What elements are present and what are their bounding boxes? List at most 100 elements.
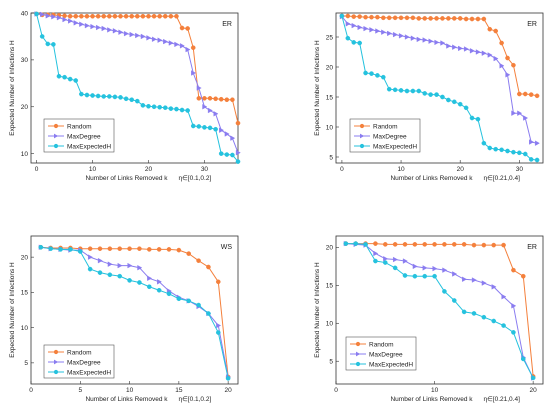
data-point [118,13,123,19]
data-point [475,16,481,22]
data-point [117,262,123,269]
data-point [442,267,448,273]
data-point [469,16,475,22]
data-point [134,13,140,19]
chart-panel-bottom-right: 0 10 20 5 10 15 20 Number of Links Removed k η∈[… [314,235,544,403]
data-point [481,242,487,248]
data-point [90,13,95,19]
data-point [213,96,218,102]
data-point [491,318,497,324]
x-axis-title: Number of Links Removed k [390,175,473,182]
data-point [118,95,123,100]
data-point [517,91,522,97]
data-point [48,246,54,251]
data-point [469,48,475,54]
data-point [97,257,103,264]
data-point [97,270,103,275]
data-point [179,107,185,113]
parameter-note: η∈[0.1,0.2] [179,396,212,403]
y-tick-label: 20 [326,64,334,71]
data-point [410,15,416,21]
data-point [117,246,123,251]
data-point [146,103,151,109]
data-point [185,46,191,53]
data-point [185,26,190,31]
data-point [493,28,498,34]
data-point [410,35,416,41]
data-point [505,72,511,78]
data-point [135,32,141,39]
y-tick-label: 20 [21,104,29,111]
data-point [225,376,231,381]
data-point [79,91,84,97]
data-point [157,13,162,19]
data-point [446,43,452,49]
data-point [196,85,202,91]
x-axis-title: Number of Links Removed k [85,175,168,182]
data-point [215,279,221,285]
data-point [186,298,192,304]
data-point [58,247,63,252]
data-point [422,16,428,21]
data-point [218,151,224,156]
data-point [410,88,416,94]
series-maxexpectedh [339,13,540,163]
data-point [517,110,523,116]
data-point [134,98,140,104]
data-point [176,296,182,302]
data-point [68,247,73,252]
y-axis-title: Expected Number of Infections H [9,262,16,358]
data-point [107,272,113,278]
data-point [112,94,118,100]
data-point [463,105,469,111]
data-point [147,275,153,282]
data-point [393,256,398,263]
data-point [434,16,439,21]
data-point [345,13,351,19]
data-point [127,246,132,251]
legend-swatch-marker [53,369,59,375]
data-point [442,289,447,294]
x-tick-label: 0 [35,166,39,173]
data-point [174,41,180,48]
data-point [73,20,79,26]
data-point [373,258,378,264]
data-point [381,74,386,80]
data-point [196,258,201,263]
data-point [422,265,428,271]
data-point [62,16,68,23]
data-point [452,271,458,277]
data-point [343,241,349,246]
data-point [218,96,224,102]
data-point [530,375,536,381]
data-point [428,38,434,44]
data-point [101,25,107,32]
data-point [505,55,510,61]
legend-swatch-marker [54,359,59,365]
data-point [386,86,392,92]
x-tick-label: 0 [340,166,344,173]
data-point [235,120,241,126]
data-point [62,74,67,80]
data-point [207,96,213,101]
legend-swatch-marker [53,349,59,355]
data-point [117,273,123,279]
data-point [73,13,79,19]
data-point [422,91,428,96]
data-point [123,30,129,37]
data-point [529,139,534,145]
data-point [146,35,152,41]
data-point [202,104,208,110]
data-point [179,43,185,49]
data-point [402,258,408,264]
data-point [392,15,398,21]
data-point [398,33,404,39]
data-point [235,149,241,156]
data-point [534,93,540,99]
data-point [487,145,493,151]
legend-label: MaxExpectedH [369,361,413,368]
data-point [471,277,477,283]
data-point [112,28,118,34]
data-point [101,13,107,19]
data-point [511,110,517,116]
